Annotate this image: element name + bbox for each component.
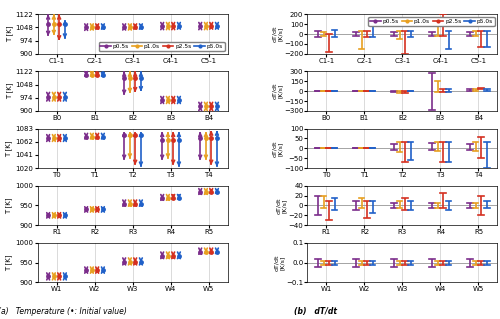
Y-axis label: dT/dt
[K/s]: dT/dt [K/s] [276, 197, 287, 214]
Y-axis label: T [K]: T [K] [6, 254, 12, 271]
Legend: p0.5s, p1.0s, p2.5s, p5.0s: p0.5s, p1.0s, p2.5s, p5.0s [98, 42, 224, 51]
Text: (b)   dT/dt: (b) dT/dt [294, 307, 337, 316]
Y-axis label: T [K]: T [K] [6, 140, 12, 157]
Y-axis label: dT/dt
[K/s]: dT/dt [K/s] [272, 26, 282, 42]
Y-axis label: T [K]: T [K] [6, 197, 12, 214]
Y-axis label: dT/dt
[K/s]: dT/dt [K/s] [272, 83, 282, 100]
Y-axis label: dT/dt
[K/s]: dT/dt [K/s] [272, 140, 282, 157]
Text: (a)   Temperature (•: Initial value): (a) Temperature (•: Initial value) [0, 307, 127, 316]
Y-axis label: T [K]: T [K] [6, 26, 12, 42]
Y-axis label: dT/dt
[K/s]: dT/dt [K/s] [274, 254, 284, 271]
Legend: p0.5s, p1.0s, p2.5s, p5.0s: p0.5s, p1.0s, p2.5s, p5.0s [368, 17, 494, 26]
Y-axis label: T [K]: T [K] [6, 83, 12, 100]
